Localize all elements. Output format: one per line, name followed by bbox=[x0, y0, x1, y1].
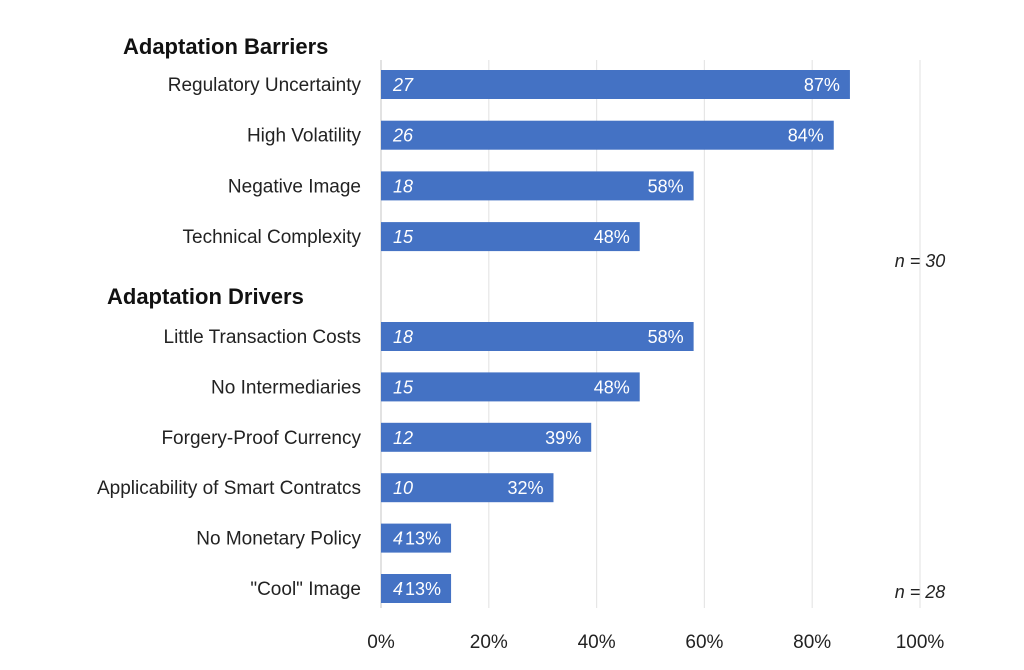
bar bbox=[381, 473, 554, 503]
count-label: 12 bbox=[393, 428, 413, 448]
percent-label: 58% bbox=[648, 176, 684, 196]
category-label: Technical Complexity bbox=[183, 227, 362, 248]
category-label: "Cool" Image bbox=[250, 579, 361, 600]
bar bbox=[381, 120, 834, 150]
count-label: 18 bbox=[393, 327, 413, 347]
category-label: Forgery-Proof Currency bbox=[161, 428, 361, 449]
category-label: Negative Image bbox=[228, 176, 361, 197]
percent-label: 32% bbox=[507, 478, 543, 498]
x-tick-label: 20% bbox=[470, 632, 508, 653]
x-tick-label: 100% bbox=[896, 632, 945, 653]
percent-label: 39% bbox=[545, 428, 581, 448]
group-title: Adaptation Barriers bbox=[123, 34, 328, 59]
x-tick-label: 0% bbox=[367, 632, 395, 653]
x-tick-label: 60% bbox=[685, 632, 723, 653]
percent-label: 84% bbox=[788, 126, 824, 146]
labels: 0% 20% 40% 60% 80% 100% Adaptation Barriers n =… bbox=[97, 34, 945, 653]
percent-label: 13% bbox=[405, 529, 441, 549]
bar bbox=[381, 574, 452, 603]
x-tick-label: 80% bbox=[793, 632, 831, 653]
percent-label: 58% bbox=[648, 327, 684, 347]
percent-label: 87% bbox=[804, 75, 840, 95]
bar bbox=[381, 372, 640, 402]
count-label: 15 bbox=[393, 377, 414, 397]
category-label: No Monetary Policy bbox=[196, 529, 361, 550]
count-label: 27 bbox=[392, 75, 414, 95]
bar bbox=[381, 523, 452, 553]
sample-size-label: n = 30 bbox=[895, 251, 946, 271]
category-label: High Volatility bbox=[247, 126, 362, 147]
count-label: 10 bbox=[393, 478, 413, 498]
percent-label: 48% bbox=[594, 227, 630, 247]
count-label: 4 bbox=[393, 529, 403, 549]
bar bbox=[381, 222, 640, 252]
bar bbox=[381, 70, 850, 99]
count-label: 26 bbox=[392, 126, 414, 146]
category-label: Little Transaction Costs bbox=[164, 327, 361, 348]
bars bbox=[381, 70, 850, 603]
count-label: 18 bbox=[393, 176, 413, 196]
category-label: No Intermediaries bbox=[211, 377, 361, 398]
category-label: Regulatory Uncertainty bbox=[168, 75, 362, 96]
count-label: 15 bbox=[393, 227, 414, 247]
group-title: Adaptation Drivers bbox=[107, 284, 304, 309]
bar bbox=[381, 171, 694, 201]
bar bbox=[381, 422, 592, 452]
x-tick-label: 40% bbox=[578, 632, 616, 653]
percent-label: 13% bbox=[405, 579, 441, 599]
percent-label: 48% bbox=[594, 377, 630, 397]
count-label: 4 bbox=[393, 579, 403, 599]
category-label: Applicability of Smart Contratcs bbox=[97, 478, 361, 499]
sample-size-label: n = 28 bbox=[895, 582, 946, 602]
bar bbox=[381, 322, 694, 351]
